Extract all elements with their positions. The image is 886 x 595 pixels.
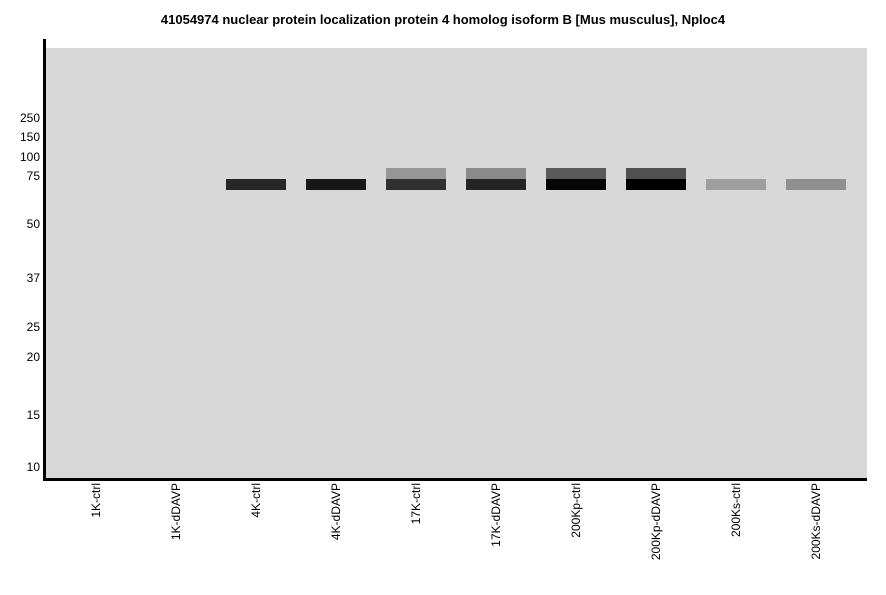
mw-marker-label: 37 (26, 271, 40, 285)
protein-band (386, 179, 446, 190)
protein-band (626, 179, 686, 190)
gel-plot-area (46, 48, 867, 479)
mw-marker-label: 250 (19, 111, 40, 125)
protein-band (466, 168, 526, 179)
protein-band (306, 179, 366, 190)
lane-label: 1K-ctrl (89, 483, 103, 518)
mw-marker-label: 25 (26, 320, 40, 334)
mw-marker-label: 20 (26, 350, 40, 364)
x-axis-line (43, 478, 867, 481)
lane-label: 17K-ctrl (409, 483, 423, 525)
mw-marker-label: 50 (26, 217, 40, 231)
lane-label: 4K-dDAVP (329, 483, 343, 541)
lane-label: 200Ks-dDAVP (809, 483, 823, 560)
mw-marker-label: 15 (26, 408, 40, 422)
protein-band (546, 179, 606, 190)
protein-band (466, 179, 526, 190)
mw-marker-label: 100 (19, 150, 40, 164)
protein-band (706, 179, 766, 190)
lane-label: 200Kp-ctrl (569, 483, 583, 538)
protein-band (626, 168, 686, 179)
protein-band (226, 179, 286, 190)
figure-title: 41054974 nuclear protein localization pr… (160, 12, 726, 27)
lane-label: 4K-ctrl (249, 483, 263, 518)
lane-label: 1K-dDAVP (169, 483, 183, 541)
y-axis-line (43, 39, 46, 481)
mw-marker-label: 75 (26, 169, 40, 183)
protein-band (386, 168, 446, 179)
lane-label: 200Kp-dDAVP (649, 483, 663, 561)
lane-label: 17K-dDAVP (489, 483, 503, 547)
mw-marker-label: 10 (26, 460, 40, 474)
protein-band (786, 179, 846, 190)
mw-marker-label: 150 (19, 130, 40, 144)
protein-band (546, 168, 606, 179)
lane-label: 200Ks-ctrl (729, 483, 743, 538)
